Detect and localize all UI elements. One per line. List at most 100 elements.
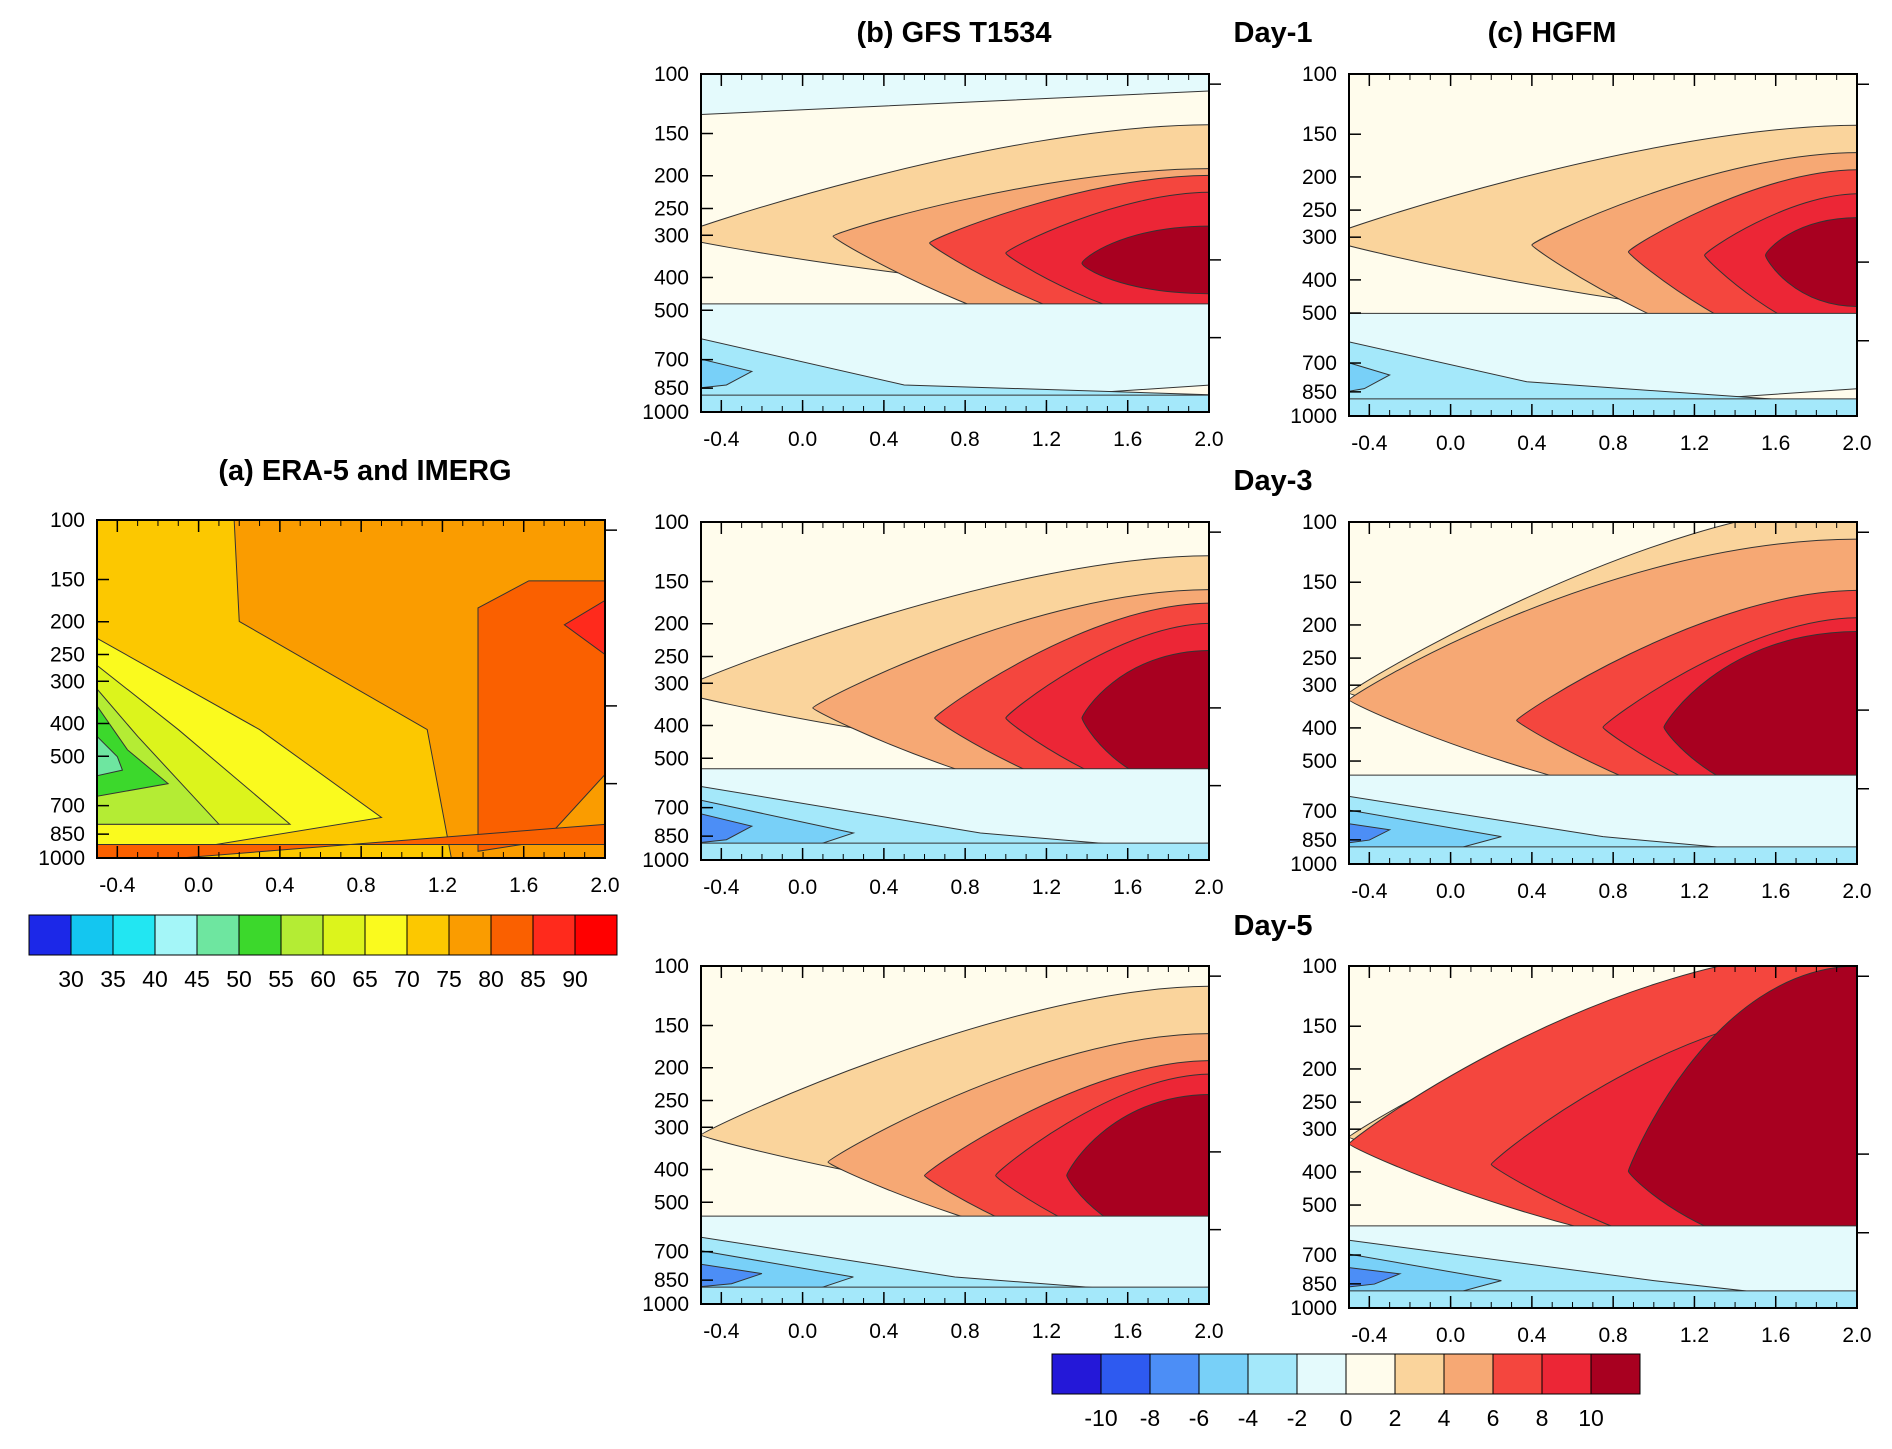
colorbar-rh: 30 35 40 45 50 55 60 65 70 75 80 85 90 [28, 914, 618, 992]
y-tick-label: 300 [1302, 1118, 1337, 1141]
x-tick-label: 1.6 [1113, 1320, 1142, 1343]
colorbar-label: 70 [394, 966, 420, 992]
x-tick-label: 0.0 [788, 428, 817, 451]
contour-region [97, 705, 170, 797]
y-tick-label: 850 [1302, 381, 1337, 404]
contour-region [701, 358, 754, 389]
y-tick-label: 200 [1302, 1058, 1337, 1081]
panel-b-day1: -0.4 0.0 0.4 0.8 1.2 1.6 2.0 100 150 200 250 300 400… [642, 63, 1223, 451]
y-tick-label: 500 [654, 1191, 689, 1214]
x-tick-label: 0.4 [1517, 1324, 1547, 1347]
colorbar-cell [154, 914, 198, 956]
colorbar-cell [490, 914, 534, 956]
y-tick-label: 150 [654, 571, 689, 594]
y-tick-label: 400 [1302, 717, 1337, 740]
x-tick-label: 1.6 [509, 874, 538, 897]
x-tick-label: 0.4 [1517, 880, 1547, 903]
y-tick-label: 250 [654, 646, 689, 669]
y-tick-label: 850 [50, 823, 85, 846]
y-tick-label: 200 [1302, 614, 1337, 637]
x-tick-label: 0.0 [184, 874, 213, 897]
x-tick-label: 0.4 [869, 876, 899, 899]
y-tick-label: 100 [1302, 511, 1337, 534]
x-tick-label: 1.2 [1032, 1320, 1061, 1343]
x-tick-label: 0.0 [1436, 432, 1465, 455]
colorbar-label: 40 [142, 966, 168, 992]
colorbar-cell [322, 914, 366, 956]
colorbar-cell [1149, 1353, 1200, 1395]
panel-b-day3: -0.4 0.0 0.4 0.8 1.2 1.6 2.0 100 150 200 250 300 400… [642, 511, 1223, 899]
colorbar-label: -6 [1189, 1405, 1209, 1431]
x-tick-label: 2.0 [1194, 876, 1223, 899]
y-tick-label: 700 [1302, 1244, 1337, 1267]
contour-region [1349, 1290, 1857, 1308]
y-tick-label: 250 [654, 1090, 689, 1113]
y-tick-label: 100 [50, 509, 85, 532]
x-tick-label: 0.8 [347, 874, 376, 897]
x-tick-label: 1.6 [1113, 876, 1142, 899]
colorbar-cell [70, 914, 114, 956]
colorbar-cell [364, 914, 408, 956]
y-tick-label: 250 [654, 198, 689, 221]
y-tick-label: 150 [1302, 123, 1337, 146]
panel-c-day1: -0.4 0.0 0.4 0.8 1.2 1.6 2.0 100 150 200 250 300 400… [1290, 63, 1871, 455]
x-tick-label: 0.8 [951, 876, 980, 899]
contour-region [1349, 846, 1857, 864]
panel-b1-frame [700, 73, 1210, 413]
panel-a-frame [96, 519, 606, 859]
contour-region [701, 394, 1209, 412]
x-tick-label: 1.6 [1761, 1324, 1790, 1347]
y-tick-label: 850 [654, 1269, 689, 1292]
y-tick-label: 1000 [642, 849, 689, 872]
contour-region [97, 823, 605, 858]
y-tick-label: 200 [654, 613, 689, 636]
colorbar-cell [1443, 1353, 1494, 1395]
y-tick-label: 700 [654, 349, 689, 372]
y-tick-label: 250 [50, 644, 85, 667]
x-tick-label: 1.2 [1680, 880, 1709, 903]
x-tick-label: -0.4 [1351, 432, 1388, 455]
x-tick-label: 1.2 [428, 874, 457, 897]
y-tick-label: 850 [654, 377, 689, 400]
contour-region [701, 1286, 1209, 1304]
panel-c-day5: -0.4 0.0 0.4 0.8 1.2 1.6 2.0 100 150 200 250 300 400… [1290, 955, 1871, 1347]
colorbar-cell [28, 914, 72, 956]
x-tick-label: 2.0 [1842, 432, 1871, 455]
panel-c-day3: -0.4 0.0 0.4 0.8 1.2 1.6 2.0 100 150 200 250 300 400… [1290, 511, 1871, 903]
colorbar-label: 50 [226, 966, 252, 992]
panel-b3-frame [700, 521, 1210, 861]
y-tick-label: 200 [654, 1057, 689, 1080]
title-panel-c: (c) HGFM [1488, 17, 1617, 49]
contour-region [1081, 225, 1209, 295]
x-tick-label: 0.0 [788, 1320, 817, 1343]
colorbar-cell [574, 914, 618, 956]
y-tick-label: 1000 [1290, 405, 1337, 428]
title-day3: Day-3 [1234, 465, 1313, 497]
colorbar-cell [1247, 1353, 1298, 1395]
colorbar-label: 2 [1389, 1405, 1402, 1431]
y-tick-label: 400 [1302, 1161, 1337, 1184]
contour-region [701, 842, 1209, 860]
y-tick-label: 250 [1302, 1091, 1337, 1114]
y-tick-label: 500 [1302, 1194, 1337, 1217]
contour-region [701, 74, 1209, 115]
y-tick-label: 400 [654, 1158, 689, 1181]
colorbar-cell [1590, 1353, 1641, 1395]
x-tick-label: 0.0 [1436, 880, 1465, 903]
contour-region [1349, 362, 1391, 392]
y-tick-label: 700 [654, 797, 689, 820]
y-tick-label: 300 [654, 224, 689, 247]
colorbar-cell [1198, 1353, 1249, 1395]
colorbar-cell [1296, 1353, 1347, 1395]
contour-region [477, 580, 605, 852]
colorbar-label: -8 [1140, 1405, 1160, 1431]
colorbar-cell [1051, 1353, 1102, 1395]
contour-region [97, 735, 124, 777]
colorbar-label: 65 [352, 966, 378, 992]
x-tick-label: 0.8 [951, 1320, 980, 1343]
x-tick-label: 1.6 [1761, 880, 1790, 903]
y-tick-label: 250 [1302, 199, 1337, 222]
colorbar-cell [1100, 1353, 1151, 1395]
y-tick-label: 1000 [642, 1293, 689, 1316]
y-tick-label: 1000 [38, 847, 85, 870]
